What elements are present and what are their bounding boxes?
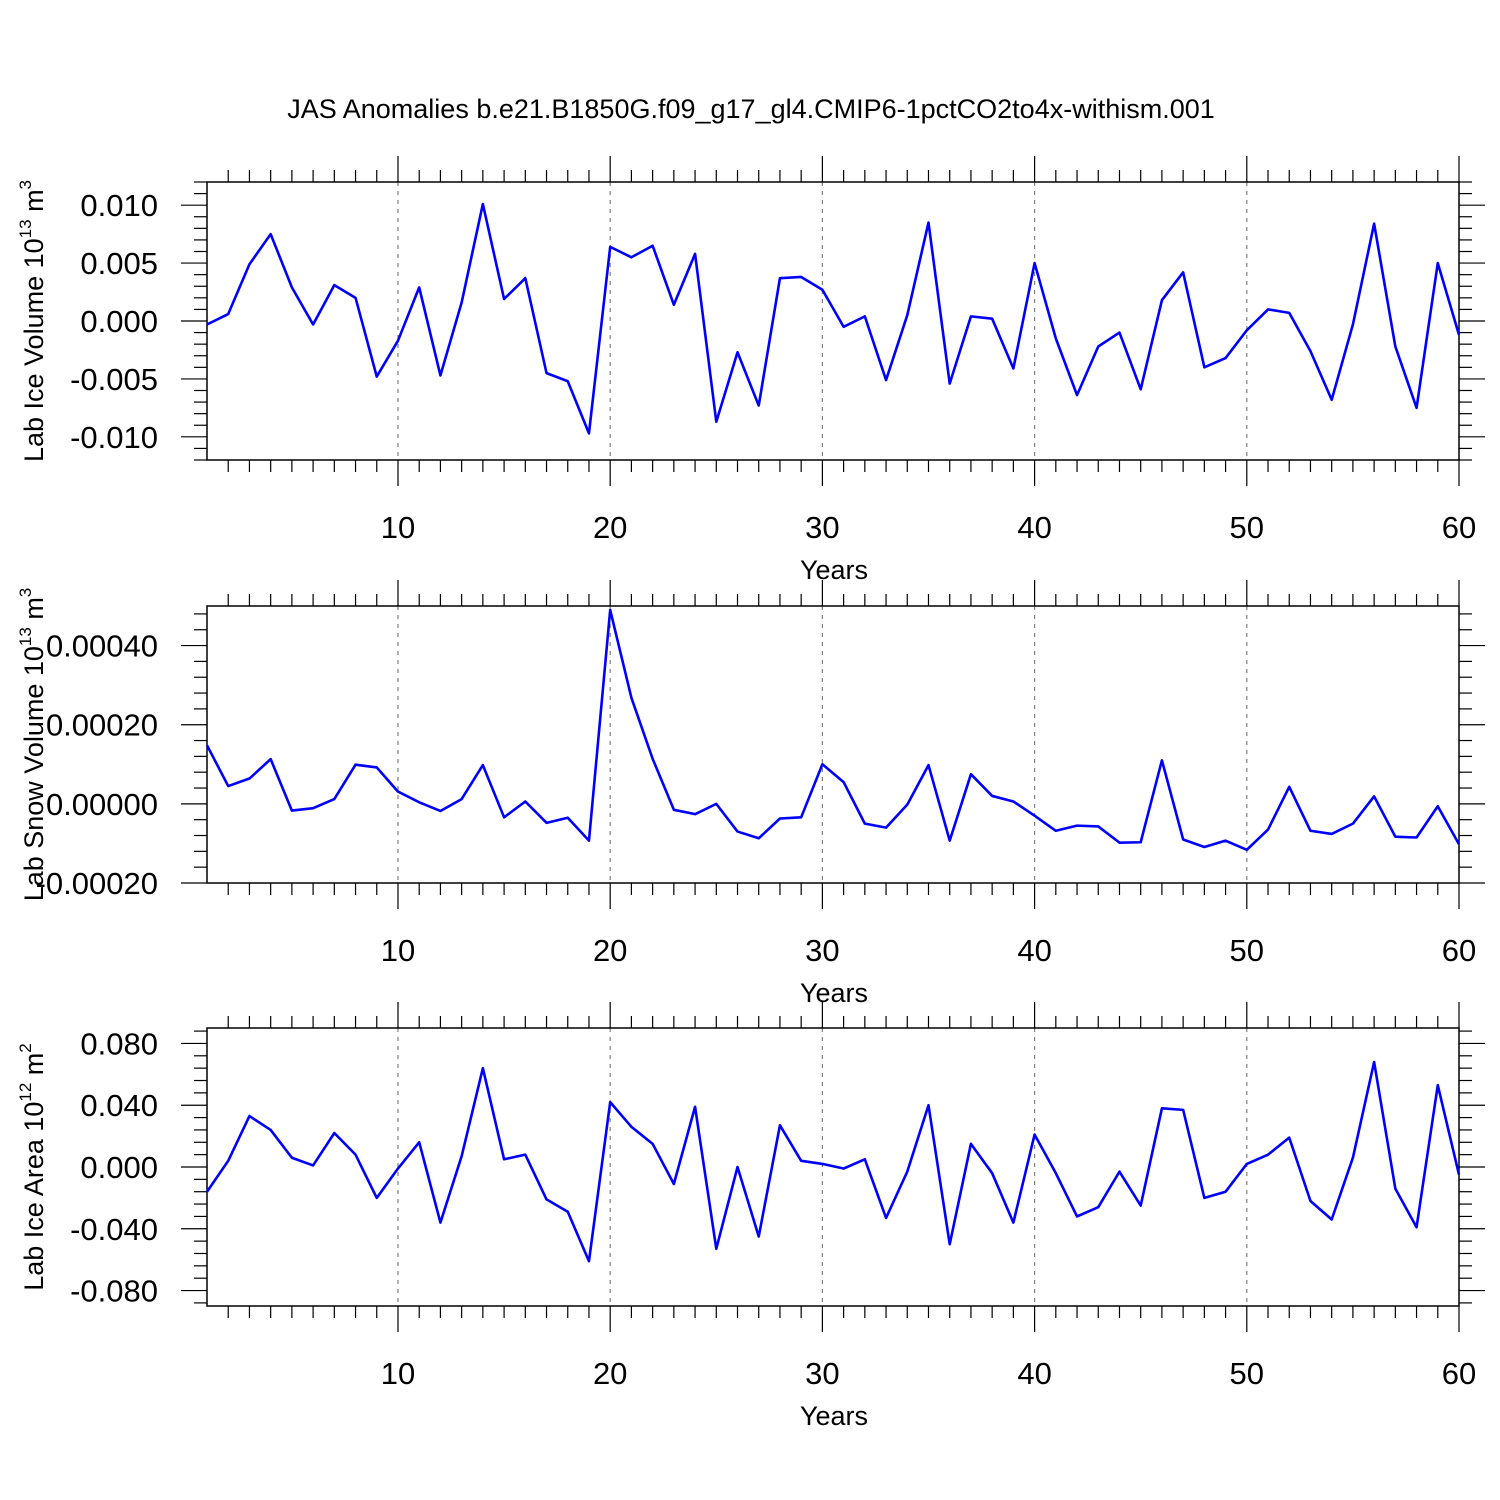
y-tick-label: 0.010 [80, 188, 158, 223]
x-tick-label: 20 [593, 933, 627, 968]
x-tick-label: 30 [805, 1356, 839, 1391]
y-tick-label: 0.080 [80, 1026, 158, 1061]
x-tick-label: 30 [805, 510, 839, 545]
y-axis-label-unit-exponent: 2 [16, 1043, 35, 1052]
y-tick-label: 0.00020 [46, 708, 158, 743]
x-tick-label: 10 [381, 510, 415, 545]
y-tick-label: 0.040 [80, 1088, 158, 1123]
y-axis-label: Lab Snow Volume 1013 m3 [16, 588, 49, 902]
panel-2: 10 20 30 40 50 60 Years -0.00020 0.00000 0.00020 0… [16, 580, 1485, 1008]
x-axis-label: Years [800, 978, 868, 1008]
y-axis-label-unit-exponent: 3 [16, 588, 35, 597]
y-axis-label-exponent: 12 [16, 1083, 35, 1102]
x-tick-label: 40 [1017, 510, 1051, 545]
y-tick-label: 0.00000 [46, 787, 158, 822]
plot-frame [206, 605, 1460, 884]
x-tick-label: 30 [805, 933, 839, 968]
x-tick-label: 10 [381, 933, 415, 968]
y-tick-label: 0.00040 [46, 629, 158, 664]
y-axis-label-text: Lab Snow Volume 10 [19, 646, 49, 901]
series-line [206, 202, 1461, 435]
y-axis-label-exponent: 13 [16, 627, 35, 646]
y-tick-label: 0.000 [80, 304, 158, 339]
x-tick-label: 60 [1442, 510, 1476, 545]
y-axis-label-unit: m [19, 189, 49, 219]
y-axis-label-exponent: 13 [16, 219, 35, 238]
y-axis-label-unit-exponent: 3 [16, 180, 35, 189]
x-tick-label: 20 [593, 510, 627, 545]
y-tick-label: -0.010 [70, 420, 158, 455]
x-tick-label: 20 [593, 1356, 627, 1391]
y-tick-label: -0.00020 [36, 866, 158, 901]
x-tick-label: 10 [381, 1356, 415, 1391]
x-axis-label: Years [800, 1401, 868, 1431]
y-tick-label: 0.005 [80, 246, 158, 281]
chart-title: JAS Anomalies b.e21.B1850G.f09_g17_gl4.C… [287, 94, 1215, 124]
panel-3: 10 20 30 40 50 60 Years -0.080 -0.040 0.000 0.040 0… [16, 1002, 1485, 1431]
y-tick-label: 0.000 [80, 1150, 158, 1185]
x-tick-label: 60 [1442, 933, 1476, 968]
y-axis-label-text: Lab Ice Volume 10 [19, 238, 49, 462]
y-axis-label: Lab Ice Volume 1013 m3 [16, 180, 49, 462]
series-line [205, 1060, 1461, 1263]
y-axis-label: Lab Ice Area 1012 m2 [16, 1043, 49, 1291]
y-axis-label-unit: m [19, 597, 49, 627]
x-tick-label: 50 [1230, 1356, 1264, 1391]
panel-1: 10 20 30 40 50 60 Years -0.010 -0.005 0.000 0.005 0… [16, 156, 1485, 585]
series-line [205, 608, 1461, 852]
y-tick-label: -0.005 [70, 362, 158, 397]
y-axis-label-text: Lab Ice Area 10 [19, 1102, 49, 1291]
x-tick-label: 40 [1017, 1356, 1051, 1391]
y-tick-label: -0.080 [70, 1274, 158, 1309]
plot-frame [206, 181, 1460, 461]
x-tick-label: 60 [1442, 1356, 1476, 1391]
x-axis-label: Years [800, 555, 868, 585]
x-tick-label: 40 [1017, 933, 1051, 968]
x-tick-label: 50 [1230, 510, 1264, 545]
y-axis-label-unit: m [19, 1053, 49, 1083]
x-tick-label: 50 [1230, 933, 1264, 968]
y-tick-label: -0.040 [70, 1212, 158, 1247]
